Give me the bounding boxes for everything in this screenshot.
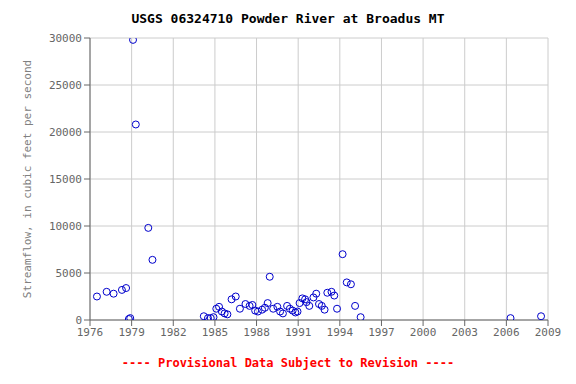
svg-text:Streamflow, in cubic feet per: Streamflow, in cubic feet per second (21, 60, 34, 298)
svg-text:2006: 2006 (493, 326, 520, 339)
svg-text:25000: 25000 (49, 79, 82, 92)
svg-text:1997: 1997 (368, 326, 395, 339)
svg-text:1976: 1976 (77, 326, 104, 339)
svg-text:2000: 2000 (410, 326, 437, 339)
svg-text:1982: 1982 (160, 326, 187, 339)
svg-text:0: 0 (75, 314, 82, 327)
svg-text:2003: 2003 (451, 326, 478, 339)
svg-text:5000: 5000 (56, 267, 83, 280)
svg-text:15000: 15000 (49, 173, 82, 186)
html-text:---- Provisional Data Subject: ---- Provisional Data Subject to Revisio… (121, 356, 455, 370)
svg-text:1991: 1991 (285, 326, 312, 339)
html-text:USGS 06324710 Powder River at: USGS 06324710 Powder River at Broadus MT (131, 11, 445, 26)
svg-text:10000: 10000 (49, 220, 82, 233)
svg-text:1994: 1994 (327, 326, 354, 339)
svg-text:1979: 1979 (118, 326, 145, 339)
svg-text:20000: 20000 (49, 126, 82, 139)
svg-text:1988: 1988 (243, 326, 270, 339)
svg-text:1985: 1985 (202, 326, 229, 339)
svg-text:2009: 2009 (535, 326, 562, 339)
svg-text:30000: 30000 (49, 32, 82, 45)
